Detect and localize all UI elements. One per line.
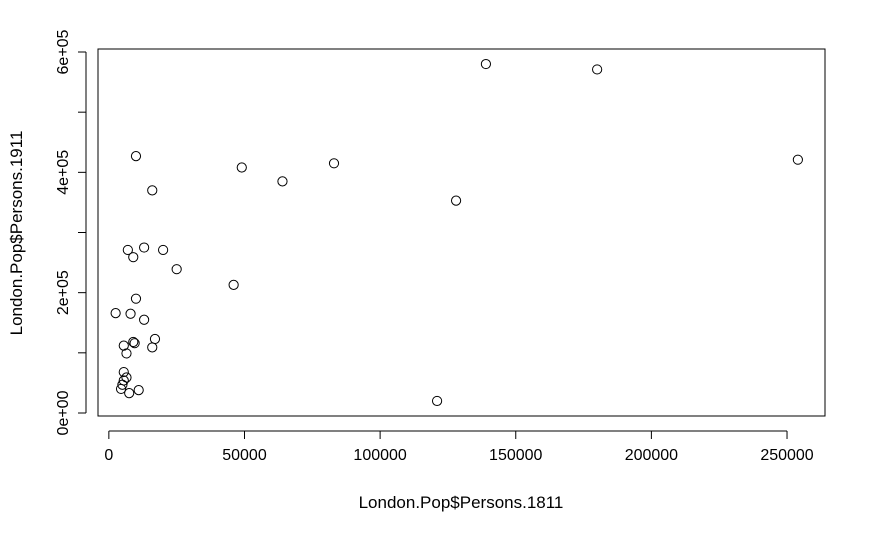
data-point (236, 162, 247, 173)
y-tick-label: 4e+05 (55, 150, 72, 195)
data-point (450, 195, 462, 206)
x-axis: 0 50000 100000 150000 200000 250000 (104, 430, 814, 464)
y-axis: 0e+00 2e+05 4e+05 6e+05 (55, 29, 87, 435)
data-point (129, 338, 140, 349)
data-points (110, 58, 803, 407)
data-point (124, 388, 135, 399)
data-point (431, 395, 443, 407)
data-point (480, 58, 492, 70)
data-point (149, 333, 161, 345)
data-point (115, 383, 127, 395)
data-point (130, 150, 142, 162)
data-point (139, 314, 150, 325)
data-point (277, 176, 288, 187)
x-tick-label: 0 (104, 447, 113, 464)
data-point (122, 244, 133, 256)
x-tick-label: 250000 (760, 447, 813, 464)
data-point (121, 348, 132, 359)
x-tick-label: 200000 (625, 447, 678, 464)
data-point (125, 308, 136, 319)
data-point (328, 158, 340, 169)
data-point (133, 385, 144, 396)
data-point (121, 372, 132, 383)
y-tick-label: 6e+05 (55, 29, 72, 74)
data-point (228, 279, 239, 290)
y-tick-label: 0e+00 (55, 390, 72, 435)
x-axis-title: London.Pop$Persons.1811 (359, 493, 564, 512)
x-tick-label: 150000 (489, 447, 542, 464)
y-tick-label: 2e+05 (55, 270, 72, 315)
y-axis-title: London.Pop$Persons.1911 (7, 131, 26, 336)
data-point (139, 242, 150, 253)
x-tick-label: 100000 (353, 447, 406, 464)
data-point (147, 342, 158, 353)
data-point (158, 244, 169, 256)
data-point (110, 308, 121, 319)
plot-frame (97, 48, 826, 417)
data-point (792, 154, 803, 165)
data-point (128, 252, 139, 263)
data-point (128, 336, 139, 348)
data-point (117, 379, 128, 390)
data-point (118, 366, 129, 378)
data-point (171, 264, 182, 275)
x-tick-label: 50000 (222, 447, 267, 464)
data-point (118, 340, 129, 351)
data-point (592, 64, 603, 75)
data-point (130, 293, 142, 304)
data-point (147, 185, 158, 196)
